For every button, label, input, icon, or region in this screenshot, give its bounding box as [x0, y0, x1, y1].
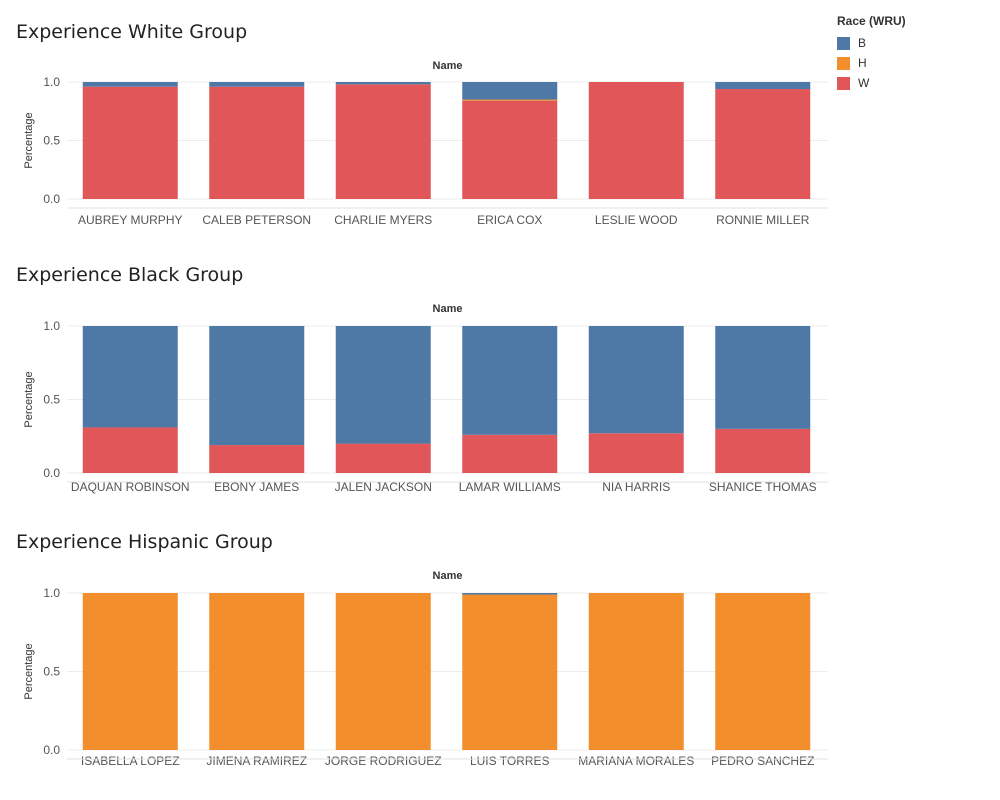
bar-segment-b [335, 82, 431, 85]
bar-segment-b [82, 326, 178, 428]
bar-segment-b [588, 326, 684, 434]
bar-segment-b [462, 593, 558, 595]
legend-label-w: W [858, 76, 870, 90]
bar-segment-b [715, 82, 811, 90]
bar-segment-b [462, 326, 558, 435]
y-tick-label: 0.5 [43, 665, 60, 679]
y-tick-label: 0.0 [43, 743, 60, 757]
legend-swatch-h [837, 56, 850, 70]
chart-hispanic-group: Name Percentage 0.0 0.5 1.0 ISABELLA LOPEZ JIM… [23, 570, 828, 768]
y-tick-label: 0.5 [43, 393, 60, 407]
category-label: MARIANA MORALES [578, 754, 694, 768]
column-header: Name [433, 303, 463, 315]
legend-label-b: B [858, 36, 867, 50]
category-label: JORGE RODRIGUEZ [325, 754, 442, 768]
category-label: AUBREY MURPHY [78, 213, 182, 227]
bar-segment-h [715, 593, 811, 750]
bar-segment-b [715, 326, 811, 429]
legend-item-h[interactable]: H [837, 53, 906, 73]
column-header: Name [433, 570, 463, 582]
legend-item-b[interactable]: B [837, 33, 906, 53]
category-label: ISABELLA LOPEZ [81, 754, 180, 768]
y-tick-label: 0.0 [43, 192, 60, 206]
category-label: LAMAR WILLIAMS [459, 480, 561, 494]
bar-segment-b [82, 82, 178, 87]
bar-segment-b [462, 82, 558, 100]
legend-title: Race (WRU) [837, 14, 906, 28]
bar-segment-b [335, 326, 431, 444]
category-label: DAQUAN ROBINSON [71, 480, 190, 494]
category-label: ERICA COX [477, 213, 542, 227]
bar-segment-w [462, 100, 558, 199]
category-label: CALEB PETERSON [202, 213, 311, 227]
bar-segment-w [335, 84, 431, 199]
bar-segment-b [209, 82, 305, 87]
category-label: EBONY JAMES [214, 480, 299, 494]
bar-segment-w [588, 433, 684, 473]
bar-segment-w [715, 428, 811, 473]
chart-white-group: Name Percentage 0.0 0.5 1.0 AUBREY MURPHY CALE… [23, 60, 828, 227]
bar-segment-h [209, 593, 305, 750]
category-label: RONNIE MILLER [716, 213, 810, 227]
chart-black-group: Name Percentage 0.0 0.5 1.0 DAQUAN ROBINSON EB… [23, 303, 828, 494]
chart-title-white-group: Experience White Group [16, 21, 248, 43]
bar-segment-w [82, 427, 178, 473]
bar-segment-w [209, 445, 305, 473]
y-tick-label: 0.5 [43, 134, 60, 148]
legend: Race (WRU) B H W [837, 14, 906, 93]
bar-segment-h [462, 99, 558, 101]
chart-title-hispanic-group: Experience Hispanic Group [16, 531, 273, 553]
category-label: CHARLIE MYERS [334, 213, 432, 227]
y-tick-label: 0.0 [43, 466, 60, 480]
category-label: SHANICE THOMAS [709, 480, 817, 494]
bar-segment-w [209, 86, 305, 199]
category-label: LUIS TORRES [470, 754, 550, 768]
y-tick-label: 1.0 [43, 75, 60, 89]
y-axis-title: Percentage [23, 112, 35, 168]
bar-segment-w [462, 434, 558, 473]
bar-segment-w [715, 89, 811, 199]
legend-item-w[interactable]: W [837, 73, 906, 93]
y-tick-label: 1.0 [43, 319, 60, 333]
y-tick-label: 1.0 [43, 586, 60, 600]
legend-swatch-b [837, 36, 850, 50]
chart-title-black-group: Experience Black Group [16, 264, 244, 286]
category-label: LESLIE WOOD [595, 213, 678, 227]
y-axis-title: Percentage [23, 643, 35, 699]
bar-segment-w [588, 82, 684, 199]
column-header: Name [433, 60, 463, 72]
bar-segment-h [82, 593, 178, 750]
category-label: JALEN JACKSON [335, 480, 432, 494]
bar-segment-w [335, 443, 431, 473]
category-label: NIA HARRIS [602, 480, 670, 494]
bar-segment-h [588, 593, 684, 750]
y-axis-title: Percentage [23, 371, 35, 427]
category-label: PEDRO SANCHEZ [711, 754, 814, 768]
legend-label-h: H [858, 56, 867, 70]
legend-swatch-w [837, 76, 850, 90]
category-label: JIMENA RAMIREZ [206, 754, 307, 768]
bar-segment-b [209, 326, 305, 446]
bar-segment-h [335, 593, 431, 750]
bar-segment-w [82, 86, 178, 199]
bar-segment-h [462, 594, 558, 750]
